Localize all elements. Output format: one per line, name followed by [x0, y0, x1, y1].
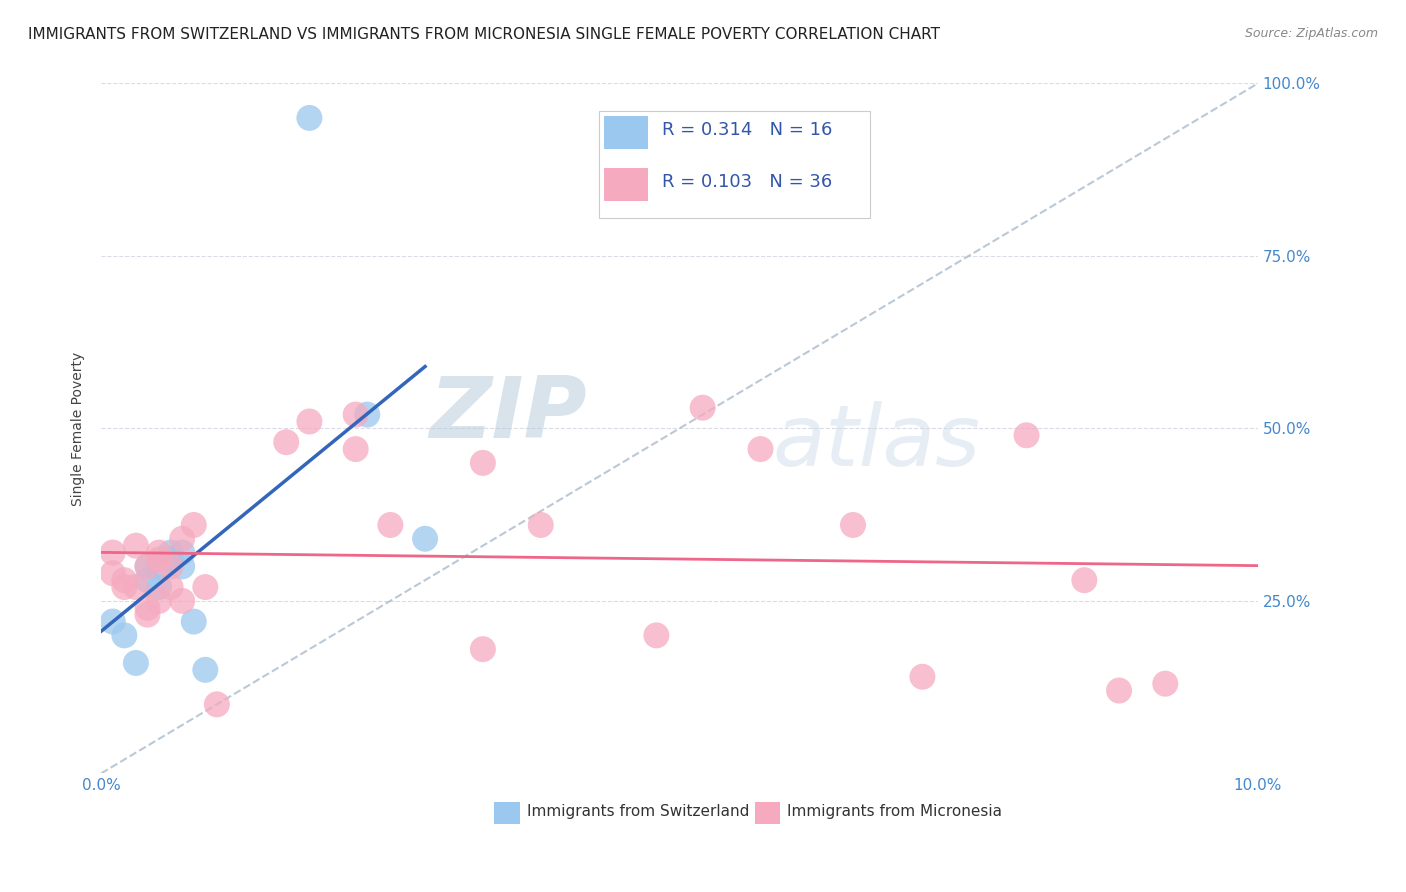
Point [136, 559, 159, 574]
Point [471, 642, 494, 657]
Point [356, 408, 378, 422]
Point [344, 442, 367, 456]
Point [911, 670, 934, 684]
Point [159, 545, 181, 559]
Point [125, 656, 148, 670]
Point [344, 408, 367, 422]
Text: R = 0.314   N = 16: R = 0.314 N = 16 [662, 121, 832, 139]
Point [276, 435, 298, 450]
Text: atlas: atlas [772, 401, 980, 483]
Point [148, 580, 170, 594]
Point [112, 628, 135, 642]
Point [148, 552, 170, 566]
Point [101, 545, 124, 559]
Point [136, 607, 159, 622]
Text: Immigrants from Micronesia: Immigrants from Micronesia [787, 805, 1002, 820]
Point [183, 615, 205, 629]
Point [1154, 676, 1177, 690]
Point [148, 545, 170, 559]
Point [148, 594, 170, 608]
Point [645, 628, 668, 642]
Point [159, 552, 181, 566]
Point [530, 518, 553, 533]
Point [125, 580, 148, 594]
Point [205, 698, 228, 712]
Point [159, 580, 181, 594]
Point [172, 545, 194, 559]
Point [842, 518, 865, 533]
Text: R = 0.103   N = 36: R = 0.103 N = 36 [662, 173, 832, 191]
Point [172, 532, 194, 546]
Point [136, 600, 159, 615]
Point [194, 580, 217, 594]
Point [172, 594, 194, 608]
FancyBboxPatch shape [755, 802, 780, 823]
Point [101, 615, 124, 629]
Point [125, 539, 148, 553]
Point [298, 111, 321, 125]
Point [136, 559, 159, 574]
Point [172, 559, 194, 574]
FancyBboxPatch shape [605, 116, 648, 149]
Point [101, 566, 124, 581]
Text: Immigrants from Switzerland: Immigrants from Switzerland [527, 805, 749, 820]
Point [1108, 683, 1130, 698]
Point [749, 442, 772, 456]
Point [112, 580, 135, 594]
Point [471, 456, 494, 470]
FancyBboxPatch shape [599, 111, 870, 218]
Point [194, 663, 217, 677]
Point [148, 559, 170, 574]
Point [692, 401, 714, 415]
FancyBboxPatch shape [605, 168, 648, 201]
Point [298, 415, 321, 429]
Point [1073, 573, 1095, 587]
Text: Source: ZipAtlas.com: Source: ZipAtlas.com [1244, 27, 1378, 40]
Point [159, 559, 181, 574]
Point [112, 573, 135, 587]
Y-axis label: Single Female Poverty: Single Female Poverty [72, 351, 86, 506]
Point [413, 532, 436, 546]
FancyBboxPatch shape [495, 802, 520, 823]
Point [183, 518, 205, 533]
Text: IMMIGRANTS FROM SWITZERLAND VS IMMIGRANTS FROM MICRONESIA SINGLE FEMALE POVERTY : IMMIGRANTS FROM SWITZERLAND VS IMMIGRANT… [28, 27, 941, 42]
Point [380, 518, 402, 533]
Text: ZIP: ZIP [429, 373, 586, 456]
Point [136, 573, 159, 587]
Point [1015, 428, 1038, 442]
